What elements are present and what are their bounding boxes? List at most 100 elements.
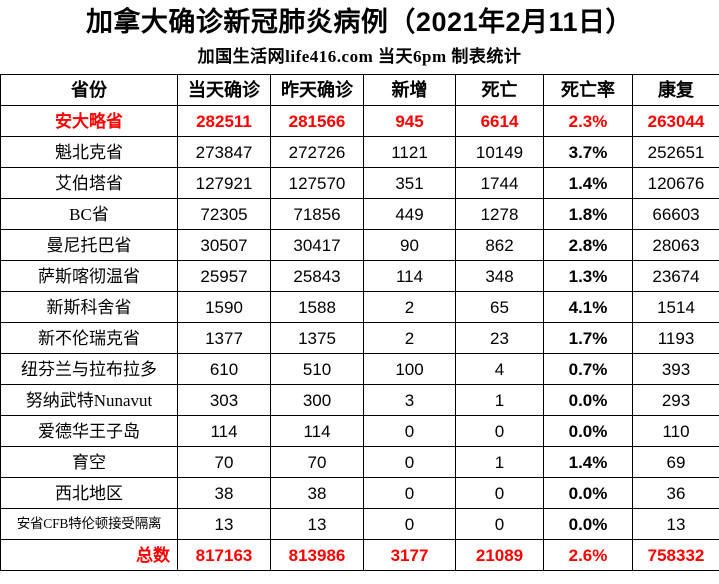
cell-yesterday-confirmed: 281566 bbox=[270, 105, 364, 137]
cell-yesterday-confirmed: 510 bbox=[270, 353, 364, 385]
table-row-cfb-trenton: 安省CFB特伦顿接受隔离 13 13 0 0 0.0% 13 bbox=[0, 508, 719, 540]
page-title: 加拿大确诊新冠肺炎病例（2021年2月11日） bbox=[85, 7, 634, 37]
cell-province: 新斯科舍省 bbox=[0, 291, 178, 323]
table-row-saskatchewan: 萨斯喀彻温省 25957 25843 114 348 1.3% 23674 bbox=[0, 260, 719, 292]
table-row-alberta: 艾伯塔省 127921 127570 351 1744 1.4% 120676 bbox=[0, 167, 719, 199]
cell-deaths: 10149 bbox=[455, 136, 544, 168]
cell-death-rate: 1.3% bbox=[543, 260, 633, 292]
table-row-northwest-territories: 西北地区 38 38 0 0 0.0% 36 bbox=[0, 477, 719, 509]
cell-deaths: 1744 bbox=[455, 167, 544, 199]
cell-deaths: 0 bbox=[455, 508, 544, 540]
cell-new-cases: 0 bbox=[363, 477, 456, 509]
cell-deaths: 23 bbox=[455, 322, 544, 354]
cell-death-rate: 0.0% bbox=[543, 384, 633, 416]
cell-today-confirmed: 610 bbox=[177, 353, 271, 385]
cell-deaths: 6614 bbox=[455, 105, 544, 137]
table-row-new-brunswick: 新不伦瑞克省 1377 1375 2 23 1.7% 1193 bbox=[0, 322, 719, 354]
table-header-row: 省份 当天确诊 昨天确诊 新增 死亡 死亡率 康复 bbox=[0, 74, 719, 106]
cell-deaths: 1 bbox=[455, 446, 544, 478]
table-row-pei: 爱德华王子岛 114 114 0 0 0.0% 110 bbox=[0, 415, 719, 447]
cell-recovered: 66603 bbox=[632, 198, 719, 230]
cell-death-rate: 0.0% bbox=[543, 508, 633, 540]
cell-today-confirmed: 1377 bbox=[177, 322, 271, 354]
cell-recovered: 28063 bbox=[632, 229, 719, 261]
cell-today-confirmed: 127921 bbox=[177, 167, 271, 199]
cell-deaths: 348 bbox=[455, 260, 544, 292]
cell-death-rate: 4.1% bbox=[543, 291, 633, 323]
cell-new-cases: 1121 bbox=[363, 136, 456, 168]
cell-recovered: 110 bbox=[632, 415, 719, 447]
cell-yesterday-confirmed: 127570 bbox=[270, 167, 364, 199]
cell-death-rate: 1.4% bbox=[543, 167, 633, 199]
cell-recovered: 758332 bbox=[632, 539, 719, 571]
cell-yesterday-confirmed: 114 bbox=[270, 415, 364, 447]
cell-today-confirmed: 13 bbox=[177, 508, 271, 540]
cell-death-rate: 1.4% bbox=[543, 446, 633, 478]
cell-today-confirmed: 303 bbox=[177, 384, 271, 416]
cell-yesterday-confirmed: 1375 bbox=[270, 322, 364, 354]
cell-new-cases: 90 bbox=[363, 229, 456, 261]
cell-new-cases: 0 bbox=[363, 508, 456, 540]
cell-death-rate: 2.8% bbox=[543, 229, 633, 261]
cell-deaths: 65 bbox=[455, 291, 544, 323]
cell-death-rate: 0.0% bbox=[543, 477, 633, 509]
cell-province: 萨斯喀彻温省 bbox=[0, 260, 178, 292]
cell-yesterday-confirmed: 813986 bbox=[270, 539, 364, 571]
cell-province: 努纳武特Nunavut bbox=[0, 384, 178, 416]
cell-death-rate: 3.7% bbox=[543, 136, 633, 168]
cell-province: 纽芬兰与拉布拉多 bbox=[0, 353, 178, 385]
cell-yesterday-confirmed: 300 bbox=[270, 384, 364, 416]
cell-deaths: 1 bbox=[455, 384, 544, 416]
cell-death-rate: 1.8% bbox=[543, 198, 633, 230]
cell-province: BC省 bbox=[0, 198, 178, 230]
cell-death-rate: 1.7% bbox=[543, 322, 633, 354]
cell-new-cases: 351 bbox=[363, 167, 456, 199]
table-row-yukon: 育空 70 70 0 1 1.4% 69 bbox=[0, 446, 719, 478]
header-cell-today-confirmed: 当天确诊 bbox=[177, 74, 271, 106]
table-row-newfoundland-labrador: 纽芬兰与拉布拉多 610 510 100 4 0.7% 393 bbox=[0, 353, 719, 385]
cell-today-confirmed: 30507 bbox=[177, 229, 271, 261]
cell-new-cases: 2 bbox=[363, 322, 456, 354]
cell-recovered: 252651 bbox=[632, 136, 719, 168]
cell-today-confirmed: 38 bbox=[177, 477, 271, 509]
cell-death-rate: 2.3% bbox=[543, 105, 633, 137]
cell-today-confirmed: 273847 bbox=[177, 136, 271, 168]
cell-recovered: 23674 bbox=[632, 260, 719, 292]
cell-recovered: 393 bbox=[632, 353, 719, 385]
cell-today-confirmed: 114 bbox=[177, 415, 271, 447]
cell-yesterday-confirmed: 38 bbox=[270, 477, 364, 509]
cell-death-rate: 0.0% bbox=[543, 415, 633, 447]
cell-yesterday-confirmed: 70 bbox=[270, 446, 364, 478]
cell-today-confirmed: 72305 bbox=[177, 198, 271, 230]
cell-province: 育空 bbox=[0, 446, 178, 478]
table-row-ontario: 安大略省 282511 281566 945 6614 2.3% 263044 bbox=[0, 105, 719, 137]
page-subtitle: 加国生活网life416.com 当天6pm 制表统计 bbox=[197, 47, 522, 66]
header-cell-recovered: 康复 bbox=[632, 74, 719, 106]
cell-new-cases: 945 bbox=[363, 105, 456, 137]
cell-new-cases: 449 bbox=[363, 198, 456, 230]
cell-today-confirmed: 1590 bbox=[177, 291, 271, 323]
cell-recovered: 1193 bbox=[632, 322, 719, 354]
cell-province: 艾伯塔省 bbox=[0, 167, 178, 199]
cell-deaths: 862 bbox=[455, 229, 544, 261]
table-row-total: 总数 817163 813986 3177 21089 2.6% 758332 bbox=[0, 539, 719, 571]
cell-yesterday-confirmed: 30417 bbox=[270, 229, 364, 261]
cell-new-cases: 100 bbox=[363, 353, 456, 385]
cell-province: 曼尼托巴省 bbox=[0, 229, 178, 261]
cell-province: 安省CFB特伦顿接受隔离 bbox=[0, 508, 178, 540]
cell-recovered: 120676 bbox=[632, 167, 719, 199]
cell-today-confirmed: 817163 bbox=[177, 539, 271, 571]
cell-recovered: 13 bbox=[632, 508, 719, 540]
covid-cases-table: 省份 当天确诊 昨天确诊 新增 死亡 死亡率 康复 安大略省 282511 28… bbox=[0, 74, 719, 571]
cell-recovered: 1514 bbox=[632, 291, 719, 323]
header-cell-new-cases: 新增 bbox=[363, 74, 456, 106]
cell-yesterday-confirmed: 13 bbox=[270, 508, 364, 540]
cell-new-cases: 2 bbox=[363, 291, 456, 323]
cell-new-cases: 3177 bbox=[363, 539, 456, 571]
table-row-bc: BC省 72305 71856 449 1278 1.8% 66603 bbox=[0, 198, 719, 230]
cell-today-confirmed: 25957 bbox=[177, 260, 271, 292]
cell-new-cases: 0 bbox=[363, 446, 456, 478]
table-row-nova-scotia: 新斯科舍省 1590 1588 2 65 4.1% 1514 bbox=[0, 291, 719, 323]
cell-province: 魁北克省 bbox=[0, 136, 178, 168]
cell-new-cases: 0 bbox=[363, 415, 456, 447]
